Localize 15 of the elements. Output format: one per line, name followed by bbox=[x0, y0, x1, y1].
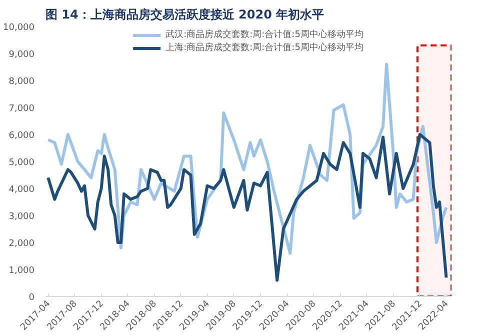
y-tick-label: 10,000 bbox=[3, 23, 35, 33]
y-tick-label: 2,000 bbox=[8, 239, 35, 249]
legend-label: 上海:商品房成交套数:周:合计值:5周中心移动平均 bbox=[166, 42, 364, 54]
y-tick-label: 5,000 bbox=[8, 158, 35, 168]
y-tick-label: 6,000 bbox=[8, 131, 35, 141]
y-tick-label: 4,000 bbox=[8, 185, 35, 195]
y-tick-label: 1,000 bbox=[8, 266, 35, 276]
line-series bbox=[46, 133, 448, 282]
y-tick-label: 3,000 bbox=[8, 212, 35, 222]
y-tick-label: 0 bbox=[28, 293, 35, 303]
y-tick-label: 7,000 bbox=[8, 104, 35, 114]
legend-label: 武汉:商品房成交套数:周:合计值:5周中心移动平均 bbox=[166, 28, 364, 41]
y-tick-label: 9,000 bbox=[8, 50, 35, 60]
chart-title: 图 14：上海商品房交易活跃度接近 2020 年初水平 bbox=[46, 8, 324, 22]
y-tick-label: 8,000 bbox=[8, 77, 35, 87]
